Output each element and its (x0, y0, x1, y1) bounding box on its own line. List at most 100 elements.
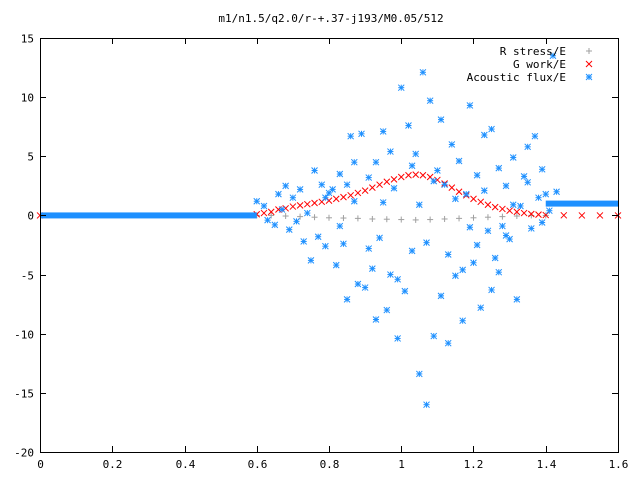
data-point (303, 209, 311, 217)
data-point (437, 116, 445, 123)
data-point (264, 216, 271, 224)
data-point (531, 132, 539, 140)
data-point (376, 181, 383, 189)
x-tick-label: 1.4 (537, 458, 557, 471)
data-point (379, 128, 387, 135)
data-point (466, 102, 474, 109)
data-point (412, 171, 420, 178)
data-point (509, 154, 517, 161)
legend-label: G work/E (513, 58, 566, 71)
data-point (311, 199, 318, 207)
data-point (271, 221, 279, 229)
data-point (538, 165, 546, 173)
x-tick-label: 0.8 (320, 458, 340, 471)
data-point (560, 211, 568, 219)
data-point (340, 240, 347, 248)
data-point (470, 259, 477, 267)
legend-marker (585, 60, 593, 68)
data-point (358, 130, 365, 138)
data-point (434, 176, 441, 184)
data-point (343, 181, 351, 189)
data-point (524, 178, 532, 186)
data-point (350, 197, 358, 205)
data-point (470, 214, 477, 221)
data-point (343, 296, 351, 303)
data-point (340, 193, 347, 201)
data-point (459, 266, 467, 274)
data-point (379, 199, 387, 206)
data-point (484, 227, 492, 235)
data-point (405, 171, 412, 179)
y-tick-label: -10 (14, 329, 34, 342)
data-point (596, 212, 604, 219)
data-point (502, 232, 510, 239)
y-tick-label: 15 (21, 33, 34, 46)
y-tick-label: 0 (27, 210, 34, 223)
data-point (546, 207, 553, 215)
legend-entry: G work/E (513, 58, 593, 71)
data-point (444, 339, 452, 347)
data-point (390, 175, 398, 183)
data-point (332, 261, 340, 269)
data-point (448, 141, 456, 148)
data-point (441, 181, 448, 189)
data-point (462, 190, 470, 198)
data-point (423, 401, 430, 409)
data-point (253, 197, 261, 205)
data-point (300, 238, 308, 245)
data-point (456, 215, 463, 222)
data-point (578, 212, 586, 219)
data-point (427, 216, 434, 223)
data-point (473, 171, 481, 179)
data-point (282, 213, 289, 220)
data-point (383, 216, 390, 223)
data-point (513, 213, 520, 220)
series-layer (36, 52, 622, 409)
data-point (419, 171, 427, 179)
data-point (307, 257, 315, 264)
legend-marker (586, 48, 592, 54)
data-point (394, 335, 401, 342)
y-tick-label: 10 (21, 92, 34, 105)
data-point (484, 201, 492, 209)
data-point (296, 202, 304, 209)
data-point (423, 239, 430, 246)
data-point (499, 213, 506, 220)
series-baseline-band (545, 200, 618, 207)
data-point (499, 222, 506, 230)
data-point (329, 186, 336, 193)
data-point (495, 268, 503, 276)
data-point (387, 271, 394, 278)
data-point (285, 226, 293, 233)
data-point (354, 280, 362, 288)
data-point (354, 215, 361, 222)
data-point (513, 208, 521, 216)
data-point (278, 206, 286, 213)
x-tick-label: 1.6 (609, 458, 629, 471)
data-point (401, 287, 409, 295)
data-point (297, 213, 304, 220)
x-tick-label: 0.6 (248, 458, 268, 471)
data-point (452, 195, 459, 203)
data-point (361, 284, 369, 291)
data-point (513, 296, 521, 303)
data-point (350, 158, 358, 166)
data-point (448, 184, 456, 191)
data-point (347, 132, 355, 140)
data-point (412, 150, 420, 158)
legend-marker (585, 73, 593, 81)
data-point (491, 203, 499, 211)
data-point (311, 167, 318, 174)
data-point (332, 195, 340, 203)
data-point (549, 52, 557, 60)
data-point (426, 97, 434, 105)
data-point (484, 214, 491, 221)
data-point (527, 225, 535, 232)
data-point (477, 304, 485, 312)
data-point (538, 219, 546, 226)
data-point (293, 217, 300, 225)
data-point (311, 214, 318, 221)
data-point (282, 182, 290, 190)
data-point (535, 211, 542, 218)
data-point (495, 164, 503, 172)
